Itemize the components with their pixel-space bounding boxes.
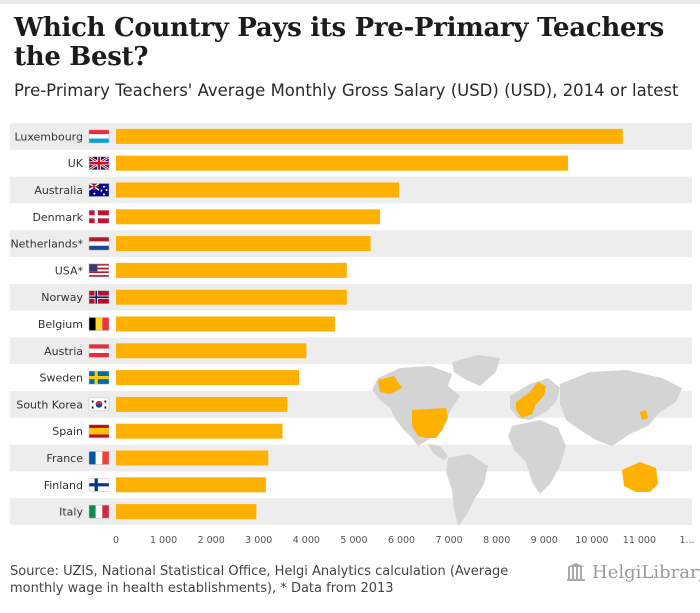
belgium-flag: [88, 317, 110, 331]
france-flag: [88, 451, 110, 465]
x-tick-label: 3 000: [245, 535, 272, 546]
bar-denmark: [116, 209, 381, 225]
category-label: Finland: [44, 479, 83, 492]
bar-uk: [116, 155, 569, 171]
map-australia: [622, 462, 658, 492]
x-tick-label: 11 000: [623, 535, 656, 546]
australia-flag: [88, 182, 110, 197]
helgi-library-logo: HelgiLibrary: [566, 562, 700, 583]
italy-flag: [88, 504, 110, 519]
bar-austria: [116, 343, 307, 359]
netherlands-flag: [88, 236, 110, 251]
x-tick-label: 7 000: [435, 535, 462, 546]
south-korea-flag: [88, 397, 110, 412]
bar-belgium: [116, 316, 335, 332]
category-label: South Korea: [16, 398, 83, 411]
category-label: France: [46, 452, 83, 465]
chart-title: Which Country Pays its Pre-Primary Teach…: [14, 13, 664, 72]
world-map-illustration: [372, 355, 682, 526]
category-label: Netherlands*: [10, 238, 83, 251]
library-columns-icon: [567, 562, 585, 581]
spain-flag: [88, 424, 110, 438]
luxembourg-flag: [88, 129, 110, 144]
uk-flag: [88, 155, 110, 171]
bar-norway: [116, 289, 347, 305]
chart-subtitle: Pre-Primary Teachers' Average Monthly Gr…: [14, 81, 679, 100]
finland-flag: [88, 478, 110, 492]
map-central-america: [428, 444, 448, 460]
x-tick-label: 1...: [679, 535, 694, 546]
category-label: USA*: [55, 264, 84, 277]
x-tick-label: 2 000: [198, 535, 225, 546]
map-south-america: [446, 454, 488, 526]
category-label: Belgium: [38, 318, 83, 331]
map-greenland: [452, 355, 500, 386]
bar-finland: [116, 477, 266, 493]
category-label: Denmark: [32, 211, 83, 224]
map-europe-highlight: [516, 382, 546, 418]
bar-spain: [116, 423, 283, 439]
category-label: Italy: [59, 506, 83, 519]
map-south-korea: [640, 410, 648, 420]
x-tick-label: 1 000: [150, 535, 177, 546]
map-asia: [560, 370, 682, 446]
map-africa: [508, 420, 566, 494]
x-tick-label: 0: [113, 535, 119, 546]
usa-flag: [88, 263, 110, 278]
map-usa: [412, 408, 448, 438]
bar-sweden: [116, 370, 300, 386]
x-tick-label: 8 000: [483, 535, 510, 546]
x-tick-label: 9 000: [531, 535, 558, 546]
x-tick-label: 10 000: [575, 535, 608, 546]
bar-chart: Luxembourg UK Australia Denmark Netherlands*…: [10, 123, 695, 546]
bar-italy: [116, 504, 257, 520]
sweden-flag: [88, 370, 110, 385]
source-note: Source: UZIS, National Statistical Offic…: [10, 564, 509, 596]
norway-flag: [88, 290, 110, 304]
row-band: [10, 283, 692, 311]
bar-netherlands: [116, 236, 371, 252]
bar-luxembourg: [116, 128, 623, 144]
x-tick-label: 6 000: [388, 535, 415, 546]
category-label: Spain: [52, 425, 83, 438]
brand-name: HelgiLibrary: [592, 562, 700, 583]
denmark-flag: [88, 210, 110, 224]
category-label: Australia: [34, 184, 83, 197]
row-band: [10, 498, 692, 525]
category-label: UK: [68, 157, 84, 170]
map-alaska: [378, 376, 402, 394]
x-tick-label: 5 000: [340, 535, 367, 546]
top-accent-bar: [0, 0, 700, 4]
row-band: [10, 444, 692, 472]
x-tick-label: 4 000: [293, 535, 320, 546]
austria-flag: [88, 344, 110, 358]
category-label: Sweden: [40, 372, 83, 385]
bar-south-korea: [116, 396, 288, 412]
bar-france: [116, 450, 269, 466]
bar-australia: [116, 182, 400, 198]
category-label: Austria: [44, 345, 83, 358]
bar-usa: [116, 262, 347, 278]
category-label: Luxembourg: [14, 130, 83, 143]
category-label: Norway: [41, 291, 83, 304]
row-band: [10, 337, 692, 365]
